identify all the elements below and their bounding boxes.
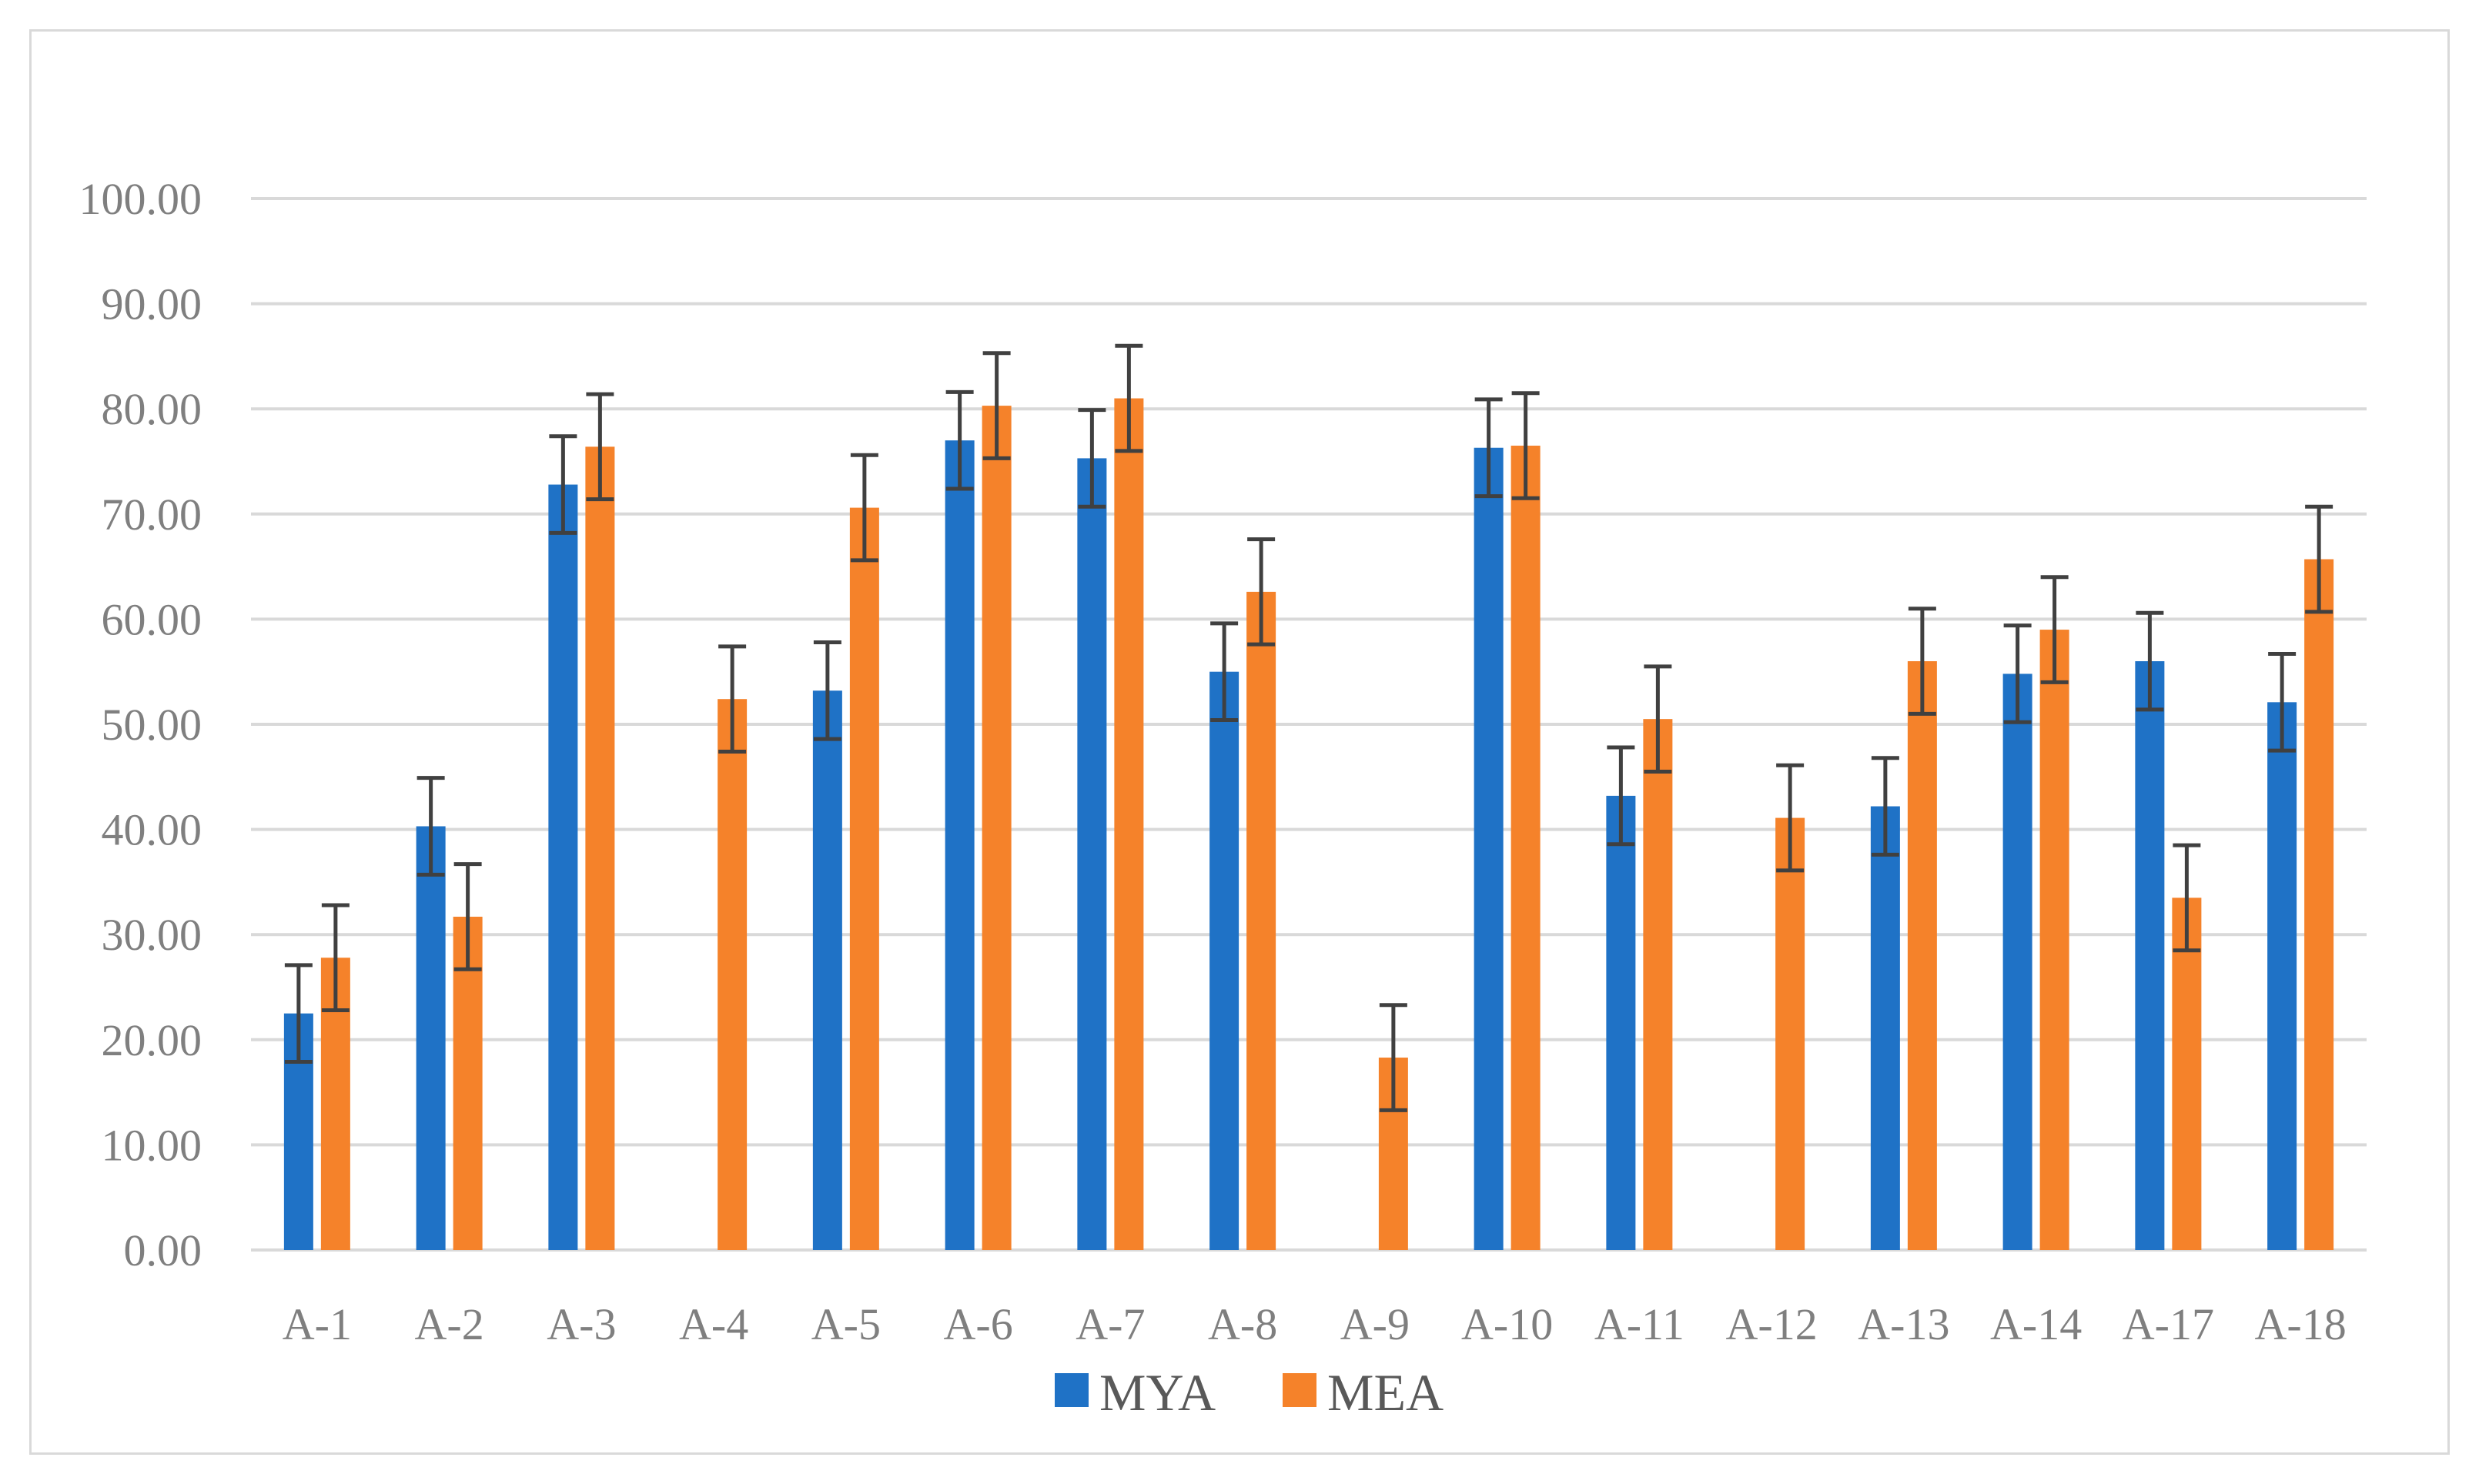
error-bar-mya-a-3 <box>549 434 577 535</box>
y-tick-label: 50.00 <box>102 700 202 750</box>
legend: MYA MEA <box>1055 1363 1444 1422</box>
error-bar-mea-a-3 <box>586 392 614 502</box>
y-tick-label: 20.00 <box>102 1015 202 1065</box>
bar-mya-a-14 <box>2002 673 2032 1250</box>
x-tick-label: A-7 <box>1076 1299 1145 1349</box>
x-tick-label: A-10 <box>1461 1299 1553 1349</box>
y-tick-label: 90.00 <box>102 279 202 329</box>
error-bar-mya-a-14 <box>2003 623 2032 724</box>
bar-mya-a-13 <box>1870 806 1900 1250</box>
bar-mea-a-2 <box>453 916 483 1250</box>
y-tick-label: 0.00 <box>124 1225 202 1275</box>
y-tick-label: 60.00 <box>102 594 202 644</box>
error-bar-mea-a-5 <box>850 453 878 563</box>
error-bar-mya-a-7 <box>1078 408 1106 509</box>
bar-mea-a-6 <box>982 406 1012 1250</box>
error-bar-mya-a-6 <box>945 389 974 491</box>
bars <box>283 398 2334 1251</box>
bar-mea-a-11 <box>1643 719 1673 1250</box>
error-bar-mea-a-1 <box>321 903 350 1013</box>
bar-mea-a-4 <box>718 699 748 1250</box>
x-tick-label: A-3 <box>547 1299 616 1349</box>
x-tick-label: A-11 <box>1594 1299 1684 1349</box>
x-tick-label: A-8 <box>1208 1299 1277 1349</box>
bar-mea-a-18 <box>2304 559 2334 1250</box>
error-bar-mya-a-11 <box>1607 745 1635 847</box>
bar-mya-a-7 <box>1077 458 1107 1250</box>
bar-mea-a-8 <box>1246 591 1276 1250</box>
bar-mya-a-17 <box>2135 661 2165 1250</box>
bar-mea-a-12 <box>1775 817 1805 1250</box>
bar-mea-a-17 <box>2172 897 2202 1250</box>
error-bar-mea-a-6 <box>982 351 1011 460</box>
legend-swatch-mya <box>1055 1373 1089 1407</box>
error-bar-mya-a-10 <box>1474 397 1503 499</box>
bar-mea-a-14 <box>2039 630 2069 1250</box>
legend-label-mea: MEA <box>1327 1363 1444 1422</box>
x-tick-label: A-13 <box>1858 1299 1949 1349</box>
error-bar-mea-a-18 <box>2305 504 2333 614</box>
x-tick-label: A-9 <box>1340 1299 1410 1349</box>
bar-mea-a-13 <box>1907 661 1937 1250</box>
error-bar-mea-a-9 <box>1379 1003 1407 1112</box>
error-bar-mea-a-14 <box>2040 575 2069 684</box>
x-tick-label: A-18 <box>2255 1299 2347 1349</box>
error-bar-mea-a-11 <box>1644 664 1672 774</box>
error-bar-mea-a-10 <box>1511 391 1540 500</box>
error-bar-mya-a-2 <box>417 776 445 877</box>
error-bar-mea-a-13 <box>1908 607 1936 716</box>
x-tick-label: A-12 <box>1726 1299 1818 1349</box>
y-tick-label: 70.00 <box>102 490 202 540</box>
x-tick-label: A-4 <box>679 1299 748 1349</box>
bar-mea-a-7 <box>1114 398 1144 1250</box>
x-tick-label: A-14 <box>1990 1299 2082 1349</box>
bar-mya-a-8 <box>1209 671 1240 1250</box>
error-bar-mya-a-17 <box>2136 610 2164 712</box>
bar-mya-a-5 <box>812 690 842 1250</box>
bar-mea-a-5 <box>849 507 879 1250</box>
bar-mya-a-3 <box>548 484 578 1250</box>
error-bar-mya-a-13 <box>1871 756 1899 857</box>
y-tick-label: 80.00 <box>102 384 202 434</box>
bar-mya-a-6 <box>945 440 975 1251</box>
x-tick-label: A-5 <box>811 1299 881 1349</box>
error-bars <box>284 343 2333 1112</box>
x-tick-label: A-6 <box>944 1299 1013 1349</box>
y-tick-label: 100.00 <box>79 174 202 224</box>
x-tick-label: A-1 <box>283 1299 352 1349</box>
error-bar-mya-a-1 <box>284 963 313 1064</box>
y-axis-ticks: 0.00 10.00 20.00 30.00 40.00 50.00 60.00 70.00 8… <box>79 174 202 1275</box>
y-tick-label: 10.00 <box>102 1120 202 1170</box>
error-bar-mea-a-2 <box>453 862 482 971</box>
x-tick-label: A-17 <box>2123 1299 2214 1349</box>
error-bar-mya-a-8 <box>1210 621 1239 723</box>
error-bar-mea-a-8 <box>1247 537 1276 647</box>
error-bar-mea-a-17 <box>2173 843 2201 953</box>
legend-label-mya: MYA <box>1099 1363 1216 1422</box>
y-tick-label: 30.00 <box>102 910 202 960</box>
bar-mea-a-3 <box>585 446 615 1250</box>
legend-swatch-mea <box>1283 1373 1316 1407</box>
error-bar-mya-a-5 <box>813 640 841 741</box>
error-bar-mya-a-18 <box>2268 651 2297 753</box>
x-tick-label: A-2 <box>415 1299 484 1349</box>
bar-mea-a-10 <box>1510 446 1541 1250</box>
bar-mya-a-2 <box>416 826 446 1250</box>
error-bar-mea-a-7 <box>1115 343 1143 453</box>
bar-mya-a-11 <box>1606 795 1636 1250</box>
x-axis-ticks: A-1 A-2 A-3 A-4 A-5 A-6 A-7 A-8 A-9 A-10 A-11 A-12 A… <box>283 1299 2347 1349</box>
bar-mya-a-10 <box>1474 447 1504 1251</box>
error-bar-mea-a-4 <box>718 644 747 754</box>
y-tick-label: 40.00 <box>102 805 202 855</box>
bar-mya-a-18 <box>2267 702 2297 1250</box>
error-bar-mea-a-12 <box>1776 763 1805 873</box>
